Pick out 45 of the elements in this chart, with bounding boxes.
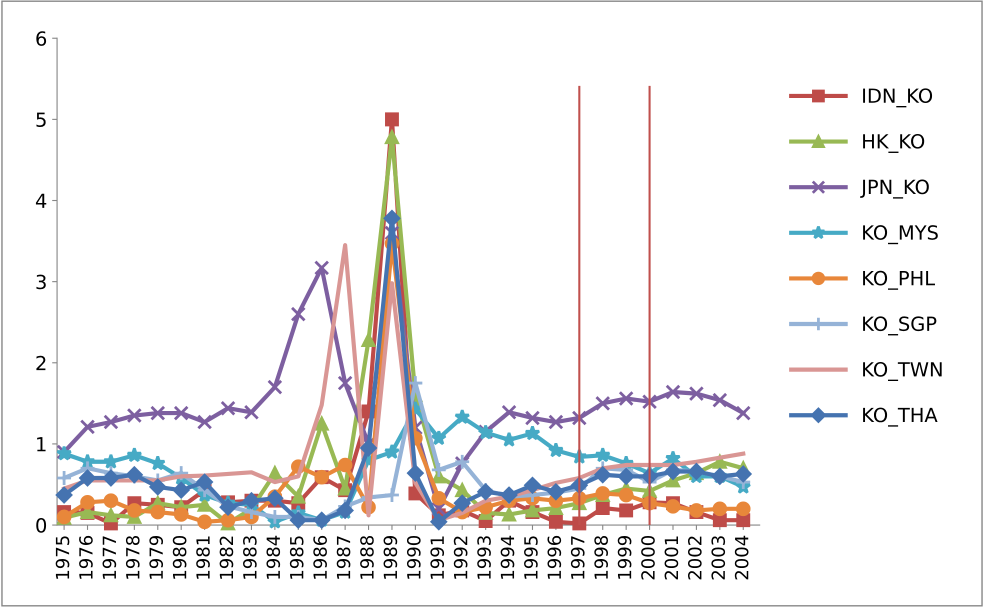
x-tick-label: 1987	[336, 536, 350, 579]
x-tick-label: 1998	[594, 536, 608, 579]
x-tick-label: 2000	[641, 536, 655, 580]
x-tick-label: 1977	[102, 536, 116, 579]
legend-label: HK_KO	[863, 134, 924, 153]
legend-label: IDN_KO	[863, 88, 932, 108]
x-tick-label: 2001	[664, 536, 678, 580]
x-tick-label: 1976	[79, 536, 93, 579]
x-tick-label: 1979	[149, 536, 164, 579]
y-tick-label: 0	[36, 518, 46, 533]
y-tick-label: 5	[36, 112, 46, 128]
y-tick-label: 2	[36, 356, 46, 370]
x-tick-label: 1984	[266, 536, 280, 579]
x-tick-label: 1982	[220, 536, 234, 579]
y-tick-label: 1	[37, 437, 46, 452]
legend-label: KO_TWN	[863, 362, 942, 382]
x-tick-label: 1997	[570, 536, 585, 579]
x-tick-label: 1994	[500, 536, 514, 579]
legend-label: KO_THA	[863, 408, 938, 427]
legend-label: KO_MYS	[863, 225, 938, 244]
y-tick-label: 6	[36, 31, 46, 46]
x-tick-label: 1996	[547, 536, 562, 579]
y-tick-label: 3	[36, 274, 46, 290]
legend-label: KO_SGP	[863, 316, 936, 336]
x-tick-label: 1975	[56, 536, 70, 579]
x-tick-label: 2002	[688, 536, 702, 580]
x-tick-label: 1991	[430, 536, 444, 579]
x-tick-label: 1993	[477, 536, 491, 579]
x-tick-label: 1999	[618, 536, 632, 579]
x-tick-label: 1981	[196, 536, 210, 579]
x-tick-label: 1978	[126, 536, 140, 579]
x-tick-label: 1990	[406, 536, 421, 579]
legend-label: JPN_KO	[860, 180, 929, 199]
x-tick-label: 1980	[172, 536, 186, 579]
x-tick-label: 2003	[711, 536, 726, 580]
x-tick-label: 1989	[384, 536, 398, 579]
x-tick-label: 1988	[360, 536, 374, 579]
x-tick-label: 1983	[243, 536, 257, 579]
legend-label: KO_PHL	[863, 270, 935, 290]
x-tick-label: 1992	[454, 536, 468, 579]
y-tick-label: 4	[36, 194, 46, 208]
x-tick-label: 2004	[734, 536, 748, 580]
x-tick-label: 1986	[313, 536, 327, 579]
x-tick-label: 1995	[524, 536, 538, 579]
x-tick-label: 1985	[290, 536, 304, 579]
